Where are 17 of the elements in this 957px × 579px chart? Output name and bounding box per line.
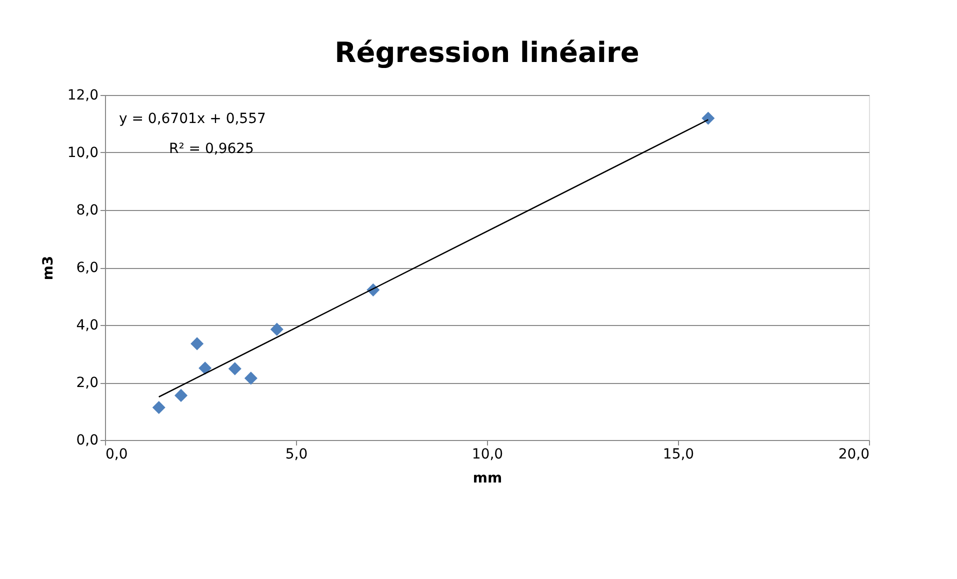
chart-title: Régression linéaire	[334, 36, 640, 69]
y-tick-label: 4,0	[76, 318, 98, 334]
y-tick-label: 6,0	[76, 260, 98, 276]
y-tick-label: 0,0	[76, 432, 98, 448]
y-tick-label: 8,0	[76, 202, 98, 218]
y-axis-title: m3	[40, 256, 56, 280]
x-tick-label: 10,0	[472, 446, 504, 462]
y-tick-label: 12,0	[67, 88, 98, 104]
x-tick-label: 15,0	[662, 446, 694, 462]
y-tick-label: 2,0	[76, 375, 98, 391]
annotation: y = 0,6701x + 0,557	[119, 111, 266, 127]
x-tick-label: 5,0	[285, 446, 308, 462]
x-axis-title: mm	[472, 470, 502, 486]
x-tick-label: 20,0	[838, 446, 870, 462]
y-tick-label: 10,0	[67, 145, 98, 161]
annotation: R² = 0,9625	[169, 141, 254, 157]
x-tick-label: 0,0	[106, 446, 128, 462]
